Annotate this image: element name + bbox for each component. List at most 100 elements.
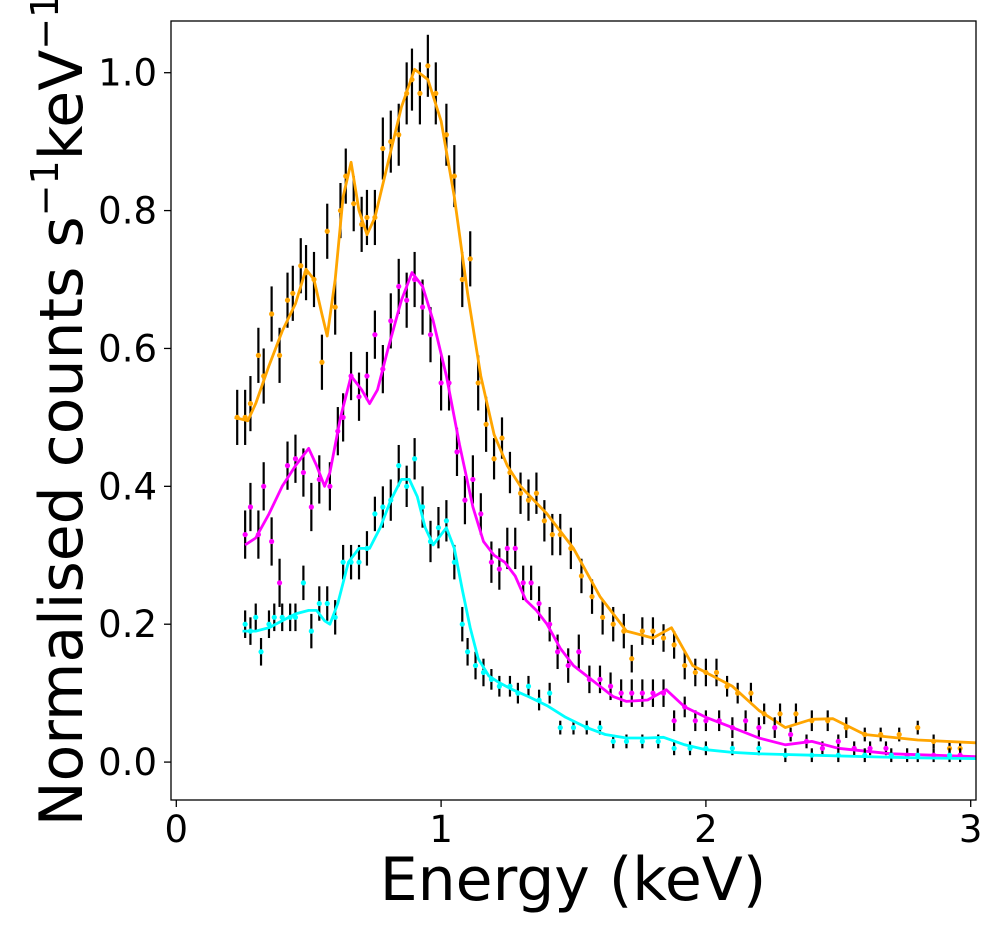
data-point-magenta-0 bbox=[242, 531, 248, 538]
data-point-cyan-0 bbox=[242, 621, 248, 627]
data-point-orange-71 bbox=[915, 725, 921, 731]
data-point-orange-2 bbox=[247, 401, 254, 407]
data-point-magenta-19 bbox=[388, 318, 394, 324]
data-point-cyan-21 bbox=[396, 463, 402, 469]
data-point-magenta-32 bbox=[496, 566, 502, 572]
data-point-magenta-5 bbox=[276, 580, 283, 586]
data-point-cyan-51 bbox=[729, 745, 735, 751]
data-point-magenta-16 bbox=[364, 373, 370, 379]
data-point-orange-39 bbox=[525, 497, 532, 503]
data-point-magenta-58 bbox=[772, 725, 778, 731]
data-point-orange-52 bbox=[650, 628, 656, 634]
data-point-orange-19 bbox=[364, 214, 370, 221]
data-point-cyan-59 bbox=[946, 752, 953, 758]
x-axis-label: Energy (keV) bbox=[380, 845, 767, 915]
data-point-orange-21 bbox=[380, 145, 386, 152]
data-point-cyan-14 bbox=[340, 559, 346, 565]
data-point-cyan-52 bbox=[756, 745, 762, 751]
data-point-magenta-56 bbox=[743, 718, 749, 724]
data-point-magenta-4 bbox=[269, 538, 275, 545]
data-point-magenta-37 bbox=[536, 600, 542, 607]
data-point-orange-5 bbox=[269, 311, 275, 317]
data-point-magenta-21 bbox=[404, 297, 410, 303]
data-point-magenta-27 bbox=[454, 449, 460, 455]
data-point-magenta-46 bbox=[629, 690, 635, 696]
y-tick-label-5: 1.0 bbox=[98, 52, 157, 95]
data-point-cyan-46 bbox=[639, 738, 645, 745]
x-tick-label-3: 3 bbox=[959, 808, 983, 851]
data-point-orange-70 bbox=[896, 731, 902, 738]
data-point-cyan-30 bbox=[464, 649, 471, 655]
data-point-orange-42 bbox=[549, 531, 555, 538]
data-point-orange-54 bbox=[671, 642, 677, 648]
data-point-magenta-24 bbox=[427, 332, 434, 338]
data-point-orange-33 bbox=[475, 380, 481, 386]
y-tick-label-0: 0.0 bbox=[98, 741, 157, 784]
data-point-magenta-25 bbox=[438, 380, 444, 386]
data-point-orange-7 bbox=[284, 297, 291, 303]
series-magenta bbox=[242, 251, 976, 763]
data-point-orange-47 bbox=[600, 614, 606, 620]
data-point-magenta-6 bbox=[284, 463, 291, 469]
y-tick-label-4: 0.8 bbox=[98, 190, 157, 233]
data-point-orange-13 bbox=[324, 228, 330, 234]
data-point-orange-50 bbox=[629, 656, 635, 662]
data-point-magenta-28 bbox=[462, 497, 468, 503]
data-point-magenta-15 bbox=[356, 394, 362, 400]
data-point-magenta-29 bbox=[470, 476, 476, 483]
data-point-cyan-45 bbox=[623, 738, 630, 745]
data-point-magenta-35 bbox=[520, 580, 526, 586]
data-point-orange-40 bbox=[533, 490, 540, 496]
data-point-orange-27 bbox=[425, 63, 431, 69]
data-point-orange-14 bbox=[332, 304, 338, 310]
data-point-magenta-45 bbox=[618, 690, 624, 696]
data-point-magenta-30 bbox=[478, 511, 484, 517]
data-point-cyan-12 bbox=[324, 600, 330, 607]
plot-area-frame bbox=[170, 20, 977, 801]
series-orange bbox=[234, 34, 976, 756]
data-point-magenta-17 bbox=[372, 332, 378, 338]
data-point-orange-61 bbox=[748, 690, 754, 696]
data-point-cyan-41 bbox=[570, 725, 577, 731]
x-tick-label-1: 1 bbox=[429, 808, 453, 851]
data-point-magenta-61 bbox=[819, 745, 826, 751]
data-point-orange-46 bbox=[589, 594, 595, 600]
y-tick-label-1: 0.2 bbox=[98, 603, 157, 646]
y-axis-ticks: 0.0 0.2 0.4 0.6 0.8 1.0 bbox=[98, 52, 171, 784]
data-point-orange-35 bbox=[491, 456, 497, 462]
y-axis-label-unit: keV bbox=[27, 50, 97, 161]
data-point-orange-32 bbox=[467, 256, 473, 262]
data-point-orange-31 bbox=[459, 276, 465, 283]
y-tick-label-3: 0.6 bbox=[98, 327, 157, 370]
data-point-cyan-37 bbox=[525, 683, 532, 689]
data-point-magenta-57 bbox=[756, 725, 762, 731]
data-point-orange-64 bbox=[793, 711, 799, 717]
data-point-orange-48 bbox=[610, 621, 616, 627]
data-point-cyan-39 bbox=[547, 690, 553, 696]
data-point-orange-23 bbox=[396, 132, 402, 138]
y-axis-label: Normalised counts s−1keV−1 bbox=[23, 0, 97, 826]
data-point-magenta-36 bbox=[528, 580, 534, 586]
plot-marks bbox=[234, 34, 976, 763]
plot-clipped-group bbox=[234, 34, 976, 763]
data-point-orange-45 bbox=[578, 573, 585, 579]
data-point-cyan-27 bbox=[443, 518, 449, 524]
data-point-magenta-47 bbox=[639, 690, 645, 696]
data-point-magenta-41 bbox=[576, 649, 582, 655]
data-point-magenta-39 bbox=[555, 649, 561, 655]
data-point-magenta-3 bbox=[261, 483, 267, 489]
data-point-cyan-29 bbox=[459, 621, 465, 627]
data-point-magenta-8 bbox=[300, 469, 307, 476]
data-point-orange-26 bbox=[417, 90, 423, 96]
data-point-magenta-1 bbox=[247, 504, 254, 510]
y-axis-label-sup2: −1 bbox=[23, 0, 67, 50]
data-point-magenta-7 bbox=[292, 456, 299, 462]
data-point-magenta-33 bbox=[504, 545, 510, 551]
y-axis-label-main: Normalised counts s bbox=[27, 216, 97, 826]
data-point-magenta-23 bbox=[419, 304, 426, 310]
data-point-cyan-11 bbox=[316, 600, 322, 607]
data-point-magenta-62 bbox=[835, 738, 841, 745]
data-point-magenta-44 bbox=[607, 683, 614, 689]
data-point-cyan-31 bbox=[472, 662, 479, 669]
